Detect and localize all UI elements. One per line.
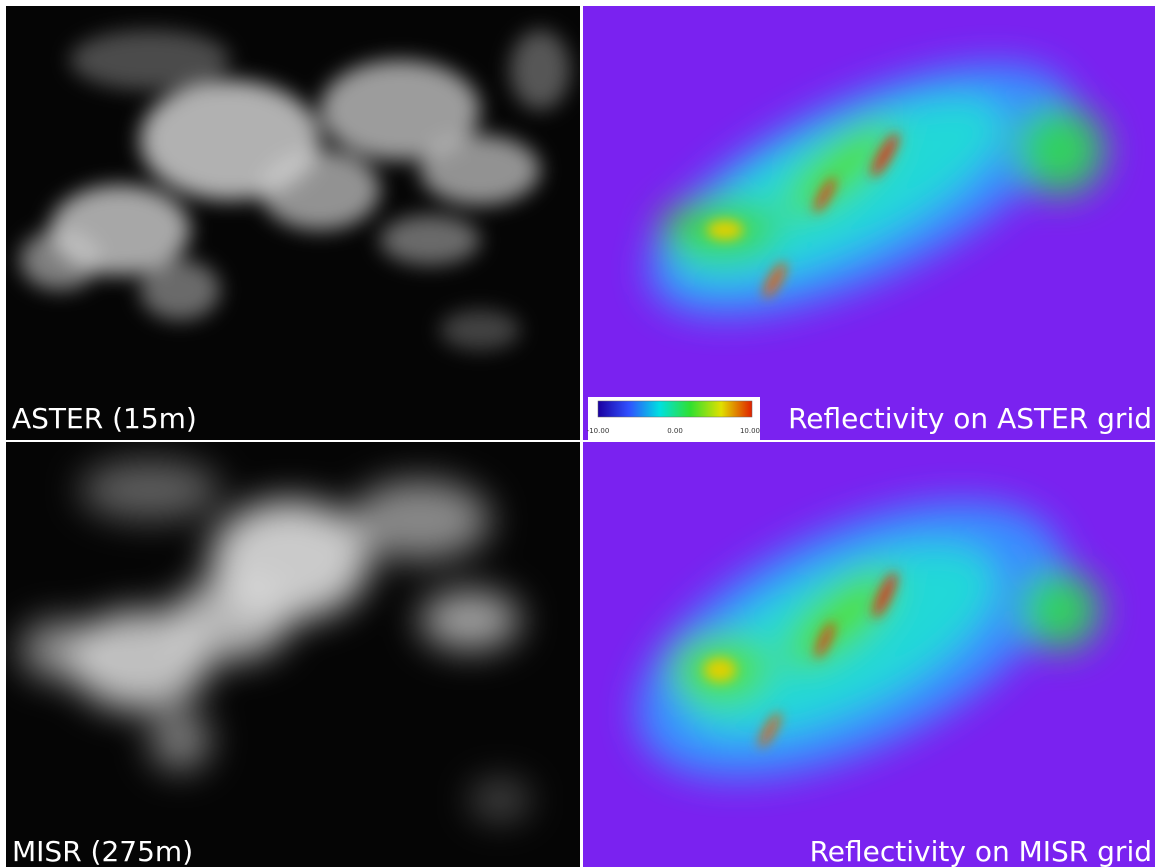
aster-image	[6, 6, 580, 440]
panel-label: Reflectivity on MISR grid	[810, 835, 1152, 867]
misr-image	[6, 442, 580, 867]
colorbar-tick-label: -10.00	[587, 427, 610, 435]
reflectivity-misr-image	[583, 442, 1155, 867]
panel-label: ASTER (15m)	[12, 402, 197, 435]
panel-label: Reflectivity on ASTER grid	[788, 402, 1152, 435]
reflectivity-aster-image	[583, 6, 1155, 440]
panel-label: MISR (275m)	[12, 835, 193, 867]
colorbar-tick-label: 10.00	[740, 427, 760, 435]
colorbar: -10.00 0.00 10.00	[587, 397, 760, 440]
colorbar-tick-label: 0.00	[667, 427, 683, 435]
colorbar-gradient	[597, 400, 753, 418]
